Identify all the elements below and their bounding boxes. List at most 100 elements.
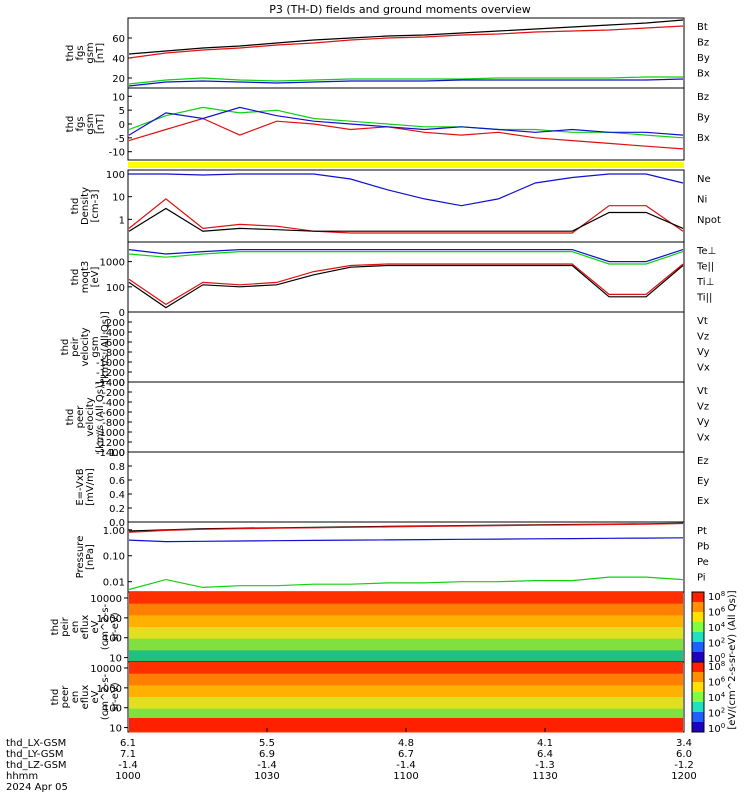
legend-Vz: Vz	[697, 402, 709, 413]
panel-frame-4	[127, 311, 685, 383]
colorbar-segment	[692, 712, 704, 723]
ytick-label: 10	[112, 92, 125, 103]
colorbar-tick-label: 104	[708, 621, 726, 634]
xaxis-value: 1000	[115, 771, 140, 782]
panel-frame-1	[127, 87, 685, 161]
xaxis-row-label: thd_LZ-GSM	[6, 760, 67, 771]
ylabel-5: thdpeervelocity[km/s (All Qs)]	[65, 381, 106, 453]
ytick-label: -10	[109, 148, 125, 159]
colorbar-segment	[692, 652, 704, 663]
xaxis-value: -1.4	[257, 760, 277, 771]
legend-Vy: Vy	[697, 347, 710, 358]
ylabel-0: thdfgsgsm[nT]	[65, 42, 106, 63]
xaxis-value: 7.1	[120, 749, 136, 760]
xaxis-value: -1.3	[535, 760, 555, 771]
heatmap-band	[129, 603, 683, 616]
ytick-label: -600	[102, 338, 125, 349]
ylabel-9: thdpeerenefluxeV(cm^2-s-sr-eV)	[50, 673, 121, 720]
xaxis-value: 6.7	[398, 749, 414, 760]
ytick-label: 1.00	[103, 526, 125, 537]
heatmap-band	[129, 708, 683, 721]
ytick-label: 10	[109, 654, 122, 665]
ytick-label: 100	[103, 704, 122, 715]
colorbar-segment	[692, 702, 704, 713]
plot-title: P3 (TH-D) fields and ground moments over…	[269, 3, 531, 16]
colorbar-segment	[692, 602, 704, 613]
ylabel-1: thdfgsgsm[nT]	[65, 113, 106, 134]
ytick-label: 0.10	[103, 552, 125, 563]
ytick-label: 0.2	[109, 504, 125, 515]
colorbar-tick-label: 102	[708, 637, 725, 650]
legend-Bz: Bz	[697, 38, 709, 49]
ytick-label: 10000	[90, 664, 122, 675]
colorbar-frame	[691, 661, 705, 733]
ytick-label: 1000	[100, 258, 125, 269]
series-Ne	[128, 198, 684, 234]
legend-Vx: Vx	[697, 433, 710, 444]
legend-Te⊥: Te⊥	[696, 246, 716, 257]
panel-frame-3	[127, 241, 685, 313]
ytick-label: 1	[119, 215, 125, 226]
xaxis-value: 4.8	[398, 738, 414, 749]
legend-Pt: Pt	[697, 526, 707, 537]
ytick-label: -1000	[96, 428, 125, 439]
legend-Pe: Pe	[697, 557, 709, 568]
xaxis-value: 3.4	[676, 738, 692, 749]
legend-Ti⊥: Ti⊥	[696, 277, 714, 288]
legend-Vt: Vt	[697, 316, 708, 327]
series-By	[128, 106, 684, 139]
xaxis-value: 4.1	[537, 738, 553, 749]
ytick-label: -1000	[96, 358, 125, 369]
ytick-label: -1200	[96, 368, 125, 379]
legend-Ne: Ne	[697, 174, 711, 185]
series-Bx	[128, 78, 684, 87]
ylabel-6: E=-VxB[mV/m]	[75, 468, 96, 506]
series-Npot	[129, 173, 684, 207]
colorbar-label: [eV/(cm^2-s-sr-eV) (All Qs)]	[727, 590, 738, 729]
legend-Pb: Pb	[697, 542, 709, 553]
ytick-label: 0.0	[109, 518, 125, 529]
xaxis-row-label: thd_LY-GSM	[6, 749, 63, 760]
heatmap-band	[129, 650, 683, 663]
legend-Bx: Bx	[697, 69, 710, 80]
ylabel-7: Pressure[nPa]	[75, 536, 96, 579]
legend-Bt: Bt	[697, 22, 708, 33]
xaxis-value: -1.4	[118, 760, 138, 771]
heatmap-band	[129, 638, 683, 651]
xaxis-value: 6.1	[120, 738, 136, 749]
ytick-label: -200	[102, 318, 125, 329]
flag-bar	[128, 162, 684, 168]
legend-Te||: Te||	[696, 262, 714, 273]
legend-Vy: Vy	[697, 417, 710, 428]
colorbar-segment	[692, 722, 704, 733]
colorbar-segment	[692, 632, 704, 643]
heatmap-band	[129, 685, 683, 698]
legend-Vx: Vx	[697, 363, 710, 374]
legend-Ex: Ex	[697, 496, 709, 507]
colorbar-segment	[692, 692, 704, 703]
xaxis-value: 6.4	[537, 749, 553, 760]
colorbar-segment	[692, 612, 704, 623]
xaxis-value: 1200	[671, 771, 696, 782]
ytick-label: -200	[102, 388, 125, 399]
ylabel-4: thdpeirvelocitygsm[km/s (All Qs)]	[60, 311, 111, 383]
series-Bz	[128, 117, 684, 150]
ytick-label: 100	[103, 634, 122, 645]
ytick-label: 20	[112, 74, 125, 85]
heatmap-band	[129, 718, 683, 731]
heatmap-band	[129, 615, 683, 628]
xaxis-value: 5.5	[259, 738, 275, 749]
ytick-label: 0	[119, 308, 125, 319]
ylabel-3: thdmoqt3[eV]	[70, 261, 101, 294]
colorbar-tick-label: 100	[708, 722, 725, 735]
colorbar-tick-label: 104	[708, 691, 726, 704]
xaxis-value: 6.0	[676, 749, 692, 760]
ytick-label: 40	[112, 54, 125, 65]
panel-frame-7	[127, 521, 685, 593]
legend-Ni: Ni	[697, 195, 707, 206]
ytick-label: -400	[102, 328, 125, 339]
series-By	[128, 76, 683, 85]
series-Bt	[128, 19, 684, 55]
